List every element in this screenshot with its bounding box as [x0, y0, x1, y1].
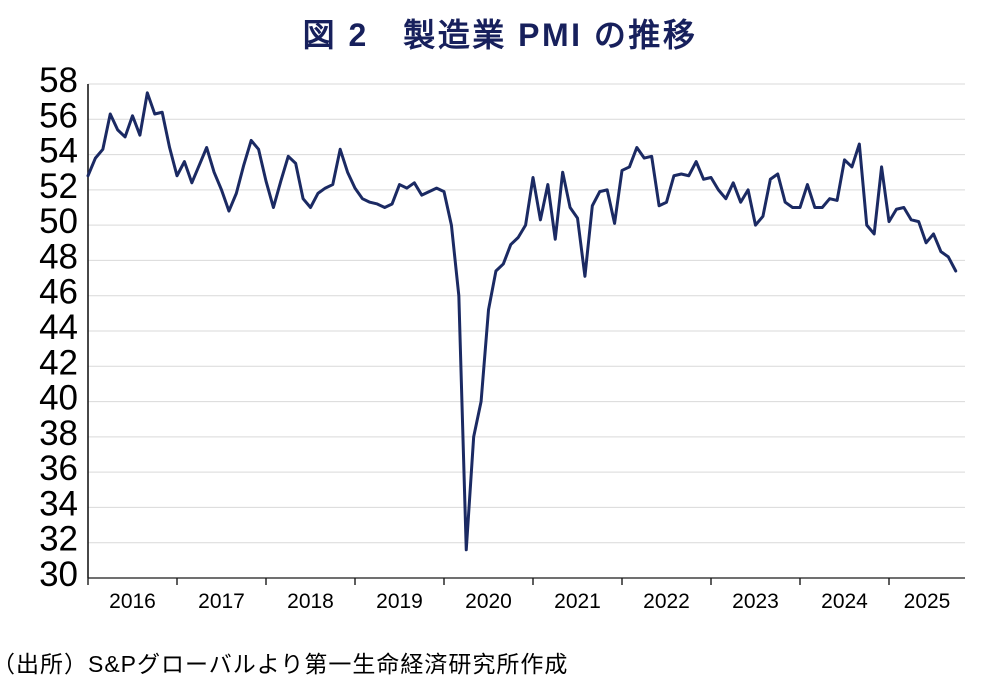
svg-text:36: 36 — [39, 449, 78, 488]
svg-text:58: 58 — [39, 61, 78, 100]
svg-text:32: 32 — [39, 520, 78, 559]
svg-text:34: 34 — [39, 484, 78, 523]
svg-text:52: 52 — [39, 167, 78, 206]
svg-text:30: 30 — [39, 555, 78, 594]
svg-text:48: 48 — [39, 237, 78, 276]
svg-text:2018: 2018 — [287, 590, 334, 613]
svg-text:2024: 2024 — [821, 590, 868, 613]
svg-text:2017: 2017 — [198, 590, 245, 613]
svg-text:2019: 2019 — [376, 590, 423, 613]
svg-text:42: 42 — [39, 343, 78, 382]
svg-text:54: 54 — [39, 132, 78, 171]
svg-text:56: 56 — [39, 96, 78, 135]
svg-text:40: 40 — [39, 379, 78, 418]
svg-text:38: 38 — [39, 414, 78, 453]
svg-text:2023: 2023 — [732, 590, 779, 613]
svg-text:2021: 2021 — [554, 590, 601, 613]
svg-text:44: 44 — [39, 308, 78, 347]
svg-text:50: 50 — [39, 202, 78, 241]
svg-text:2025: 2025 — [904, 590, 951, 613]
svg-text:2016: 2016 — [109, 590, 156, 613]
svg-text:46: 46 — [39, 273, 78, 312]
svg-text:2022: 2022 — [643, 590, 690, 613]
svg-text:2020: 2020 — [465, 590, 512, 613]
